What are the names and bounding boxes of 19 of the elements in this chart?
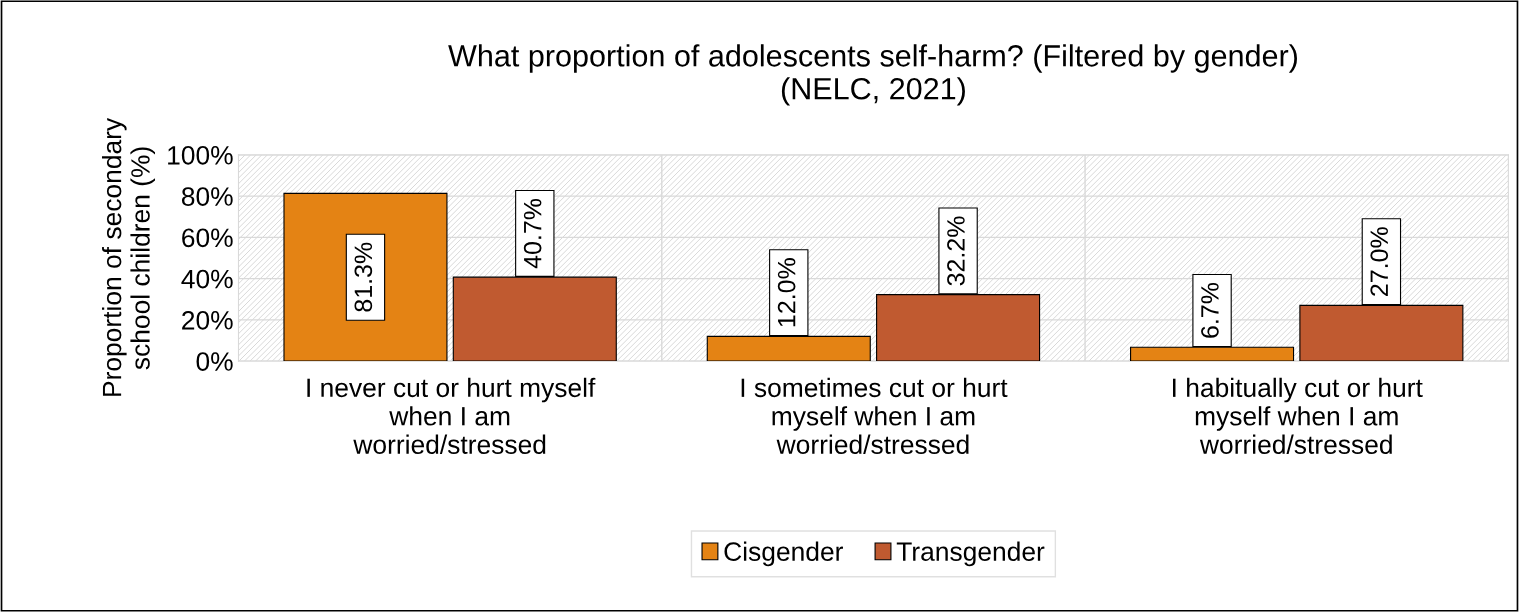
legend-label: Cisgender (724, 541, 843, 567)
data-label: 32.2% (947, 216, 965, 286)
y-tick-label: 60% (182, 228, 233, 248)
data-label: 6.7% (1201, 282, 1219, 338)
chart-title: What proportion of adolescents self-harm? (Filtered by gender) (NELC, 2021) (448, 44, 1297, 106)
data-label: 12.0% (777, 258, 796, 327)
y-tick-label: 20% (182, 310, 233, 330)
data-label: 40.7% (523, 198, 542, 269)
y-tick-label: 80% (181, 187, 233, 206)
legend-label: Transgender (896, 541, 1045, 567)
y-tick-label: 40% (181, 269, 233, 289)
y-tick-label: 100% (168, 145, 233, 165)
x-tick-label: I never cut or hurt myself when I am worried/stressed (307, 377, 596, 454)
y-axis-title: Proportion of secondary school children (%) (102, 117, 156, 396)
data-label: 81.3% (354, 242, 373, 312)
y-tick-label: 0% (196, 352, 233, 371)
x-tick-label: I sometimes cut or hurt myself when I am worried/stressed (741, 377, 1008, 454)
x-tick-label: I habitually cut or hurt myself when I am worried/stressed (1173, 377, 1423, 454)
data-label: 27.0% (1370, 227, 1389, 296)
